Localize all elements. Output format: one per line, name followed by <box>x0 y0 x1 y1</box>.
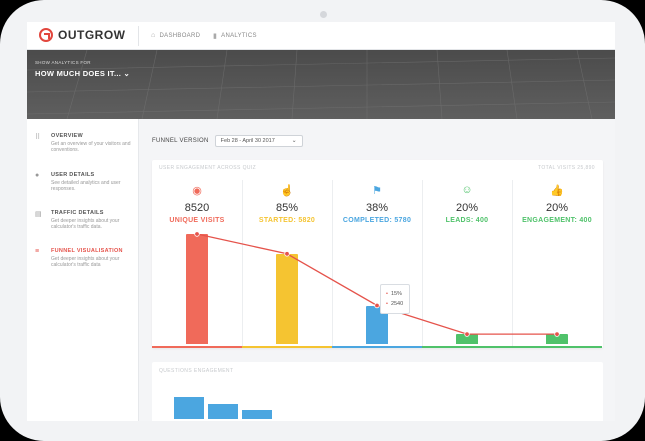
column-baseline <box>332 346 422 348</box>
funnel-bar[interactable] <box>546 334 568 344</box>
funnel-column: ◉ 8520 UNIQUE VISITS <box>152 180 242 348</box>
column-baseline <box>512 346 602 348</box>
column-label: LEADS: 400 <box>445 217 489 224</box>
sidebar-item-desc: See detailed analytics and user response… <box>51 180 121 192</box>
brand-name: OUTGROW <box>58 28 126 42</box>
app-screen: OUTGROW ⌂ DASHBOARD ▮ ANALYTICS SHOW ANA… <box>27 22 615 421</box>
funnel-column: ⚑ 38% COMPLETED: 5780 <box>332 180 422 348</box>
question-bar[interactable] <box>208 403 238 419</box>
column-label: STARTED: 5820 <box>258 217 316 224</box>
chevron-down-icon: ⌄ <box>123 69 131 78</box>
eye-icon: ◉ <box>192 185 202 197</box>
chart-tooltip: • 15% • 2540 <box>380 284 410 314</box>
question-bar[interactable] <box>174 397 204 419</box>
nav-dashboard-label: DASHBOARD <box>159 32 201 39</box>
engagement-card: USER ENGAGEMENT ACROSS QUIZ TOTAL VISITS… <box>152 160 603 348</box>
funnel-column: ☺ 20% LEADS: 400 <box>422 180 512 348</box>
thumbs-up-icon: 👍 <box>550 185 564 197</box>
sidebar-item-funnel-visualisation[interactable]: ≡ FUNNEL VISUALISATION Get deeper insigh… <box>27 246 139 282</box>
logo-icon <box>39 28 53 42</box>
sidebar: ⠿ OVERVIEW Get an overview of your visit… <box>27 119 139 421</box>
calculator-selector[interactable]: HOW MUCH DOES IT... ⌄ <box>35 69 130 78</box>
funnel-version-value: Feb 28 - April 30 2017 <box>220 138 275 144</box>
hero-banner: SHOW ANALYTICS FOR HOW MUCH DOES IT... ⌄ <box>27 50 615 119</box>
divider <box>138 26 139 46</box>
trend-point[interactable] <box>554 331 560 337</box>
dot-icon: • <box>386 301 388 307</box>
trend-point[interactable] <box>284 251 290 257</box>
engagement-title: USER ENGAGEMENT ACROSS QUIZ <box>159 165 257 171</box>
funnel-line-chart <box>194 231 560 337</box>
column-baseline <box>422 346 512 348</box>
sidebar-item-traffic-details[interactable]: ▤ TRAFFIC DETAILS Get deeper insights ab… <box>27 208 139 244</box>
column-value: 20% <box>455 202 479 214</box>
nav-dashboard[interactable]: ⌂ DASHBOARD <box>151 32 200 39</box>
tooltip-count: 2540 <box>390 301 404 307</box>
sidebar-item-desc: Get deeper insights about your calculato… <box>51 218 120 230</box>
sidebar-item-desc: Get deeper insights about your calculato… <box>51 256 120 268</box>
column-label: UNIQUE VISITS <box>169 217 225 224</box>
funnel-version-select[interactable]: Feb 28 - April 30 2017 ⌄ <box>214 135 303 147</box>
sidebar-item-overview[interactable]: ⠿ OVERVIEW Get an overview of your visit… <box>27 131 139 167</box>
column-baseline <box>152 346 242 348</box>
column-value: 38% <box>365 202 389 214</box>
column-value: 20% <box>545 202 569 214</box>
column-divider <box>512 180 513 346</box>
smiley-icon: ☺ <box>461 184 473 196</box>
brand-logo[interactable]: OUTGROW <box>39 28 126 42</box>
column-baseline <box>242 346 332 348</box>
nav-analytics[interactable]: ▮ ANALYTICS <box>213 32 257 40</box>
funnel-icon: ≡ <box>35 248 40 255</box>
tooltip-pct: 15% <box>390 291 402 297</box>
column-label: ENGAGEMENT: 400 <box>522 217 592 224</box>
funnel-bar[interactable] <box>366 305 388 344</box>
grid-icon: ⠿ <box>35 134 41 141</box>
sidebar-item-title: TRAFFIC DETAILS <box>51 210 104 216</box>
hero-label: SHOW ANALYTICS FOR <box>35 60 91 65</box>
question-bar[interactable] <box>242 410 272 419</box>
main-content: FUNNEL VERSION Feb 28 - April 30 2017 ⌄ … <box>140 119 615 421</box>
camera-dot <box>320 11 327 18</box>
document-icon: ▤ <box>35 211 42 218</box>
sidebar-item-user-details[interactable]: ● USER DETAILS See detailed analytics an… <box>27 170 139 206</box>
funnel-bar[interactable] <box>456 334 478 344</box>
column-label: COMPLETED: 5780 <box>342 217 412 224</box>
column-value: 85% <box>275 202 299 214</box>
sidebar-item-title: OVERVIEW <box>51 133 83 139</box>
chevron-down-icon: ⌄ <box>291 138 297 144</box>
funnel-bar[interactable] <box>276 253 298 344</box>
column-divider <box>242 180 243 346</box>
flag-icon: ⚑ <box>372 185 382 197</box>
questions-title: QUESTIONS ENGAGEMENT <box>159 368 234 374</box>
pointer-icon: ☝ <box>280 185 294 197</box>
total-visits: TOTAL VISITS 25,890 <box>538 165 595 171</box>
funnel-column: ☝ 85% STARTED: 5820 <box>242 180 332 348</box>
column-divider <box>422 180 423 346</box>
calculator-title: HOW MUCH DOES IT... <box>35 69 122 78</box>
nav-analytics-label: ANALYTICS <box>221 33 257 39</box>
trend-point[interactable] <box>464 331 470 337</box>
trend-point[interactable] <box>374 302 380 309</box>
column-divider <box>332 180 333 346</box>
funnel-column: 👍 20% ENGAGEMENT: 400 <box>512 180 602 348</box>
home-icon: ⌂ <box>151 32 156 39</box>
funnel-version-label: FUNNEL VERSION <box>152 138 209 144</box>
dot-icon: • <box>386 291 388 297</box>
sidebar-item-title: FUNNEL VISUALISATION <box>51 248 123 254</box>
top-bar: OUTGROW ⌂ DASHBOARD ▮ ANALYTICS <box>27 22 615 50</box>
funnel-version: FUNNEL VERSION Feb 28 - April 30 2017 ⌄ <box>152 135 303 147</box>
column-value: 8520 <box>184 202 210 214</box>
questions-card: QUESTIONS ENGAGEMENT <box>152 362 603 421</box>
funnel-bar[interactable] <box>186 234 208 344</box>
hero-pattern <box>27 50 615 119</box>
funnel-trend-line <box>196 233 557 335</box>
user-icon: ● <box>35 172 40 179</box>
bar-chart-icon: ▮ <box>213 33 218 40</box>
sidebar-item-desc: Get an overview of your visitors and con… <box>51 141 131 153</box>
sidebar-item-title: USER DETAILS <box>51 172 95 178</box>
trend-point[interactable] <box>194 231 200 237</box>
